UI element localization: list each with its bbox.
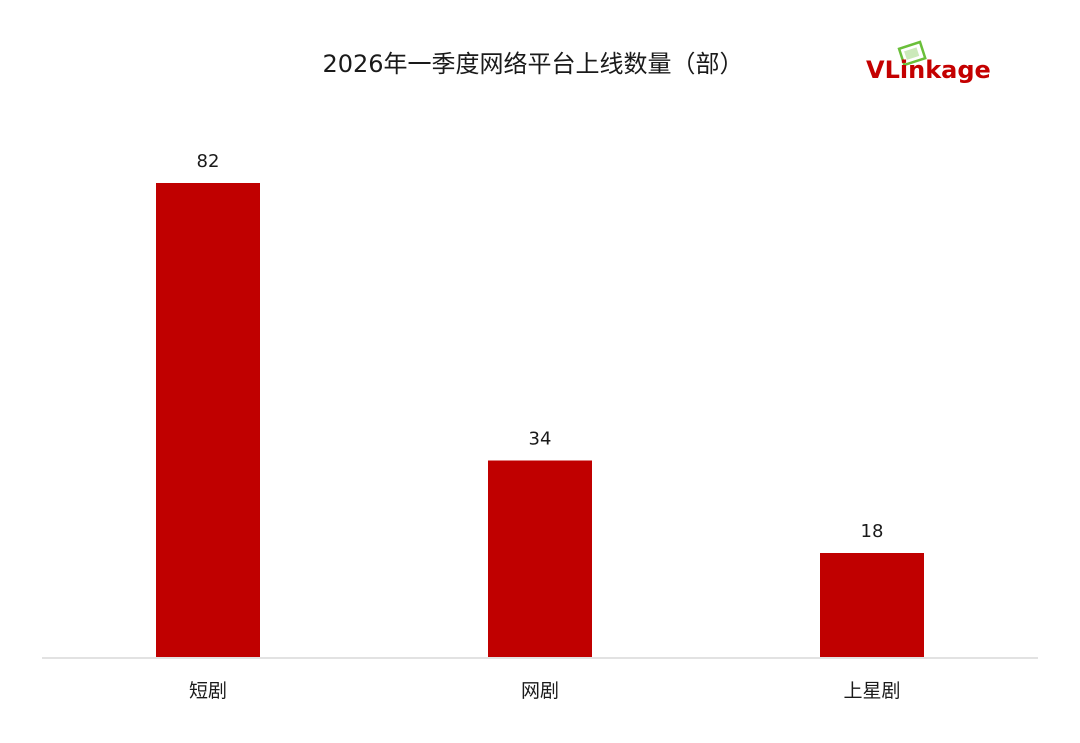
bar-2 bbox=[820, 553, 924, 657]
logo-card-icon bbox=[897, 40, 927, 67]
x-tick-label-2: 上星剧 bbox=[843, 680, 900, 702]
value-labels-group: 82 34 18 bbox=[197, 151, 884, 542]
bars-group bbox=[156, 183, 924, 657]
vlinkage-logo: VLinkage bbox=[866, 40, 991, 84]
bar-0 bbox=[156, 183, 260, 657]
chart-title: 2026年一季度网络平台上线数量（部） bbox=[322, 50, 743, 78]
value-label-2: 18 bbox=[861, 521, 884, 542]
value-label-1: 34 bbox=[529, 429, 552, 450]
logo-text: VLinkage bbox=[866, 56, 991, 84]
bar-1 bbox=[488, 460, 592, 657]
x-tick-label-0: 短剧 bbox=[189, 680, 227, 702]
x-tick-labels-group: 短剧 网剧 上星剧 bbox=[189, 680, 901, 702]
x-tick-label-1: 网剧 bbox=[521, 680, 559, 702]
value-label-0: 82 bbox=[197, 151, 220, 172]
